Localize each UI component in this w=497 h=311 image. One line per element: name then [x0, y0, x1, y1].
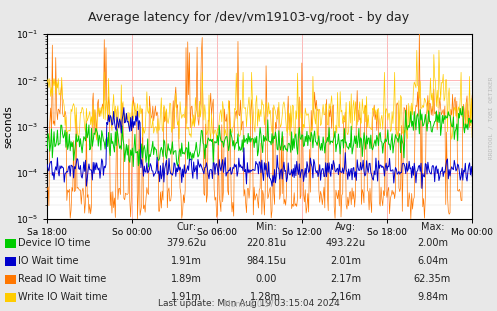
- Text: 2.17m: 2.17m: [330, 274, 361, 284]
- Text: 9.84m: 9.84m: [417, 292, 448, 302]
- Text: 2.01m: 2.01m: [330, 256, 361, 266]
- Text: 984.15u: 984.15u: [246, 256, 286, 266]
- Text: Munin 2.0.57: Munin 2.0.57: [224, 300, 273, 309]
- Text: Write IO Wait time: Write IO Wait time: [18, 292, 108, 302]
- Text: Last update: Mon Aug 19 03:15:04 2024: Last update: Mon Aug 19 03:15:04 2024: [158, 299, 339, 308]
- Text: 1.28m: 1.28m: [250, 292, 281, 302]
- Text: RRDTOOL / TOBI OETIKER: RRDTOOL / TOBI OETIKER: [488, 77, 493, 160]
- Text: 6.04m: 6.04m: [417, 256, 448, 266]
- Y-axis label: seconds: seconds: [3, 105, 13, 148]
- Text: Cur:: Cur:: [176, 222, 196, 232]
- Text: 1.91m: 1.91m: [171, 292, 202, 302]
- Text: 220.81u: 220.81u: [246, 238, 286, 248]
- Text: 2.16m: 2.16m: [330, 292, 361, 302]
- Text: 1.91m: 1.91m: [171, 256, 202, 266]
- Text: 62.35m: 62.35m: [414, 274, 451, 284]
- Text: Read IO Wait time: Read IO Wait time: [18, 274, 107, 284]
- Text: 2.00m: 2.00m: [417, 238, 448, 248]
- Text: Min:: Min:: [255, 222, 276, 232]
- Text: IO Wait time: IO Wait time: [18, 256, 79, 266]
- Text: 1.89m: 1.89m: [171, 274, 202, 284]
- Text: 379.62u: 379.62u: [166, 238, 206, 248]
- Text: 493.22u: 493.22u: [326, 238, 365, 248]
- Text: Average latency for /dev/vm19103-vg/root - by day: Average latency for /dev/vm19103-vg/root…: [88, 11, 409, 24]
- Text: 0.00: 0.00: [255, 274, 277, 284]
- Text: Avg:: Avg:: [335, 222, 356, 232]
- Text: Device IO time: Device IO time: [18, 238, 91, 248]
- Text: Max:: Max:: [420, 222, 444, 232]
